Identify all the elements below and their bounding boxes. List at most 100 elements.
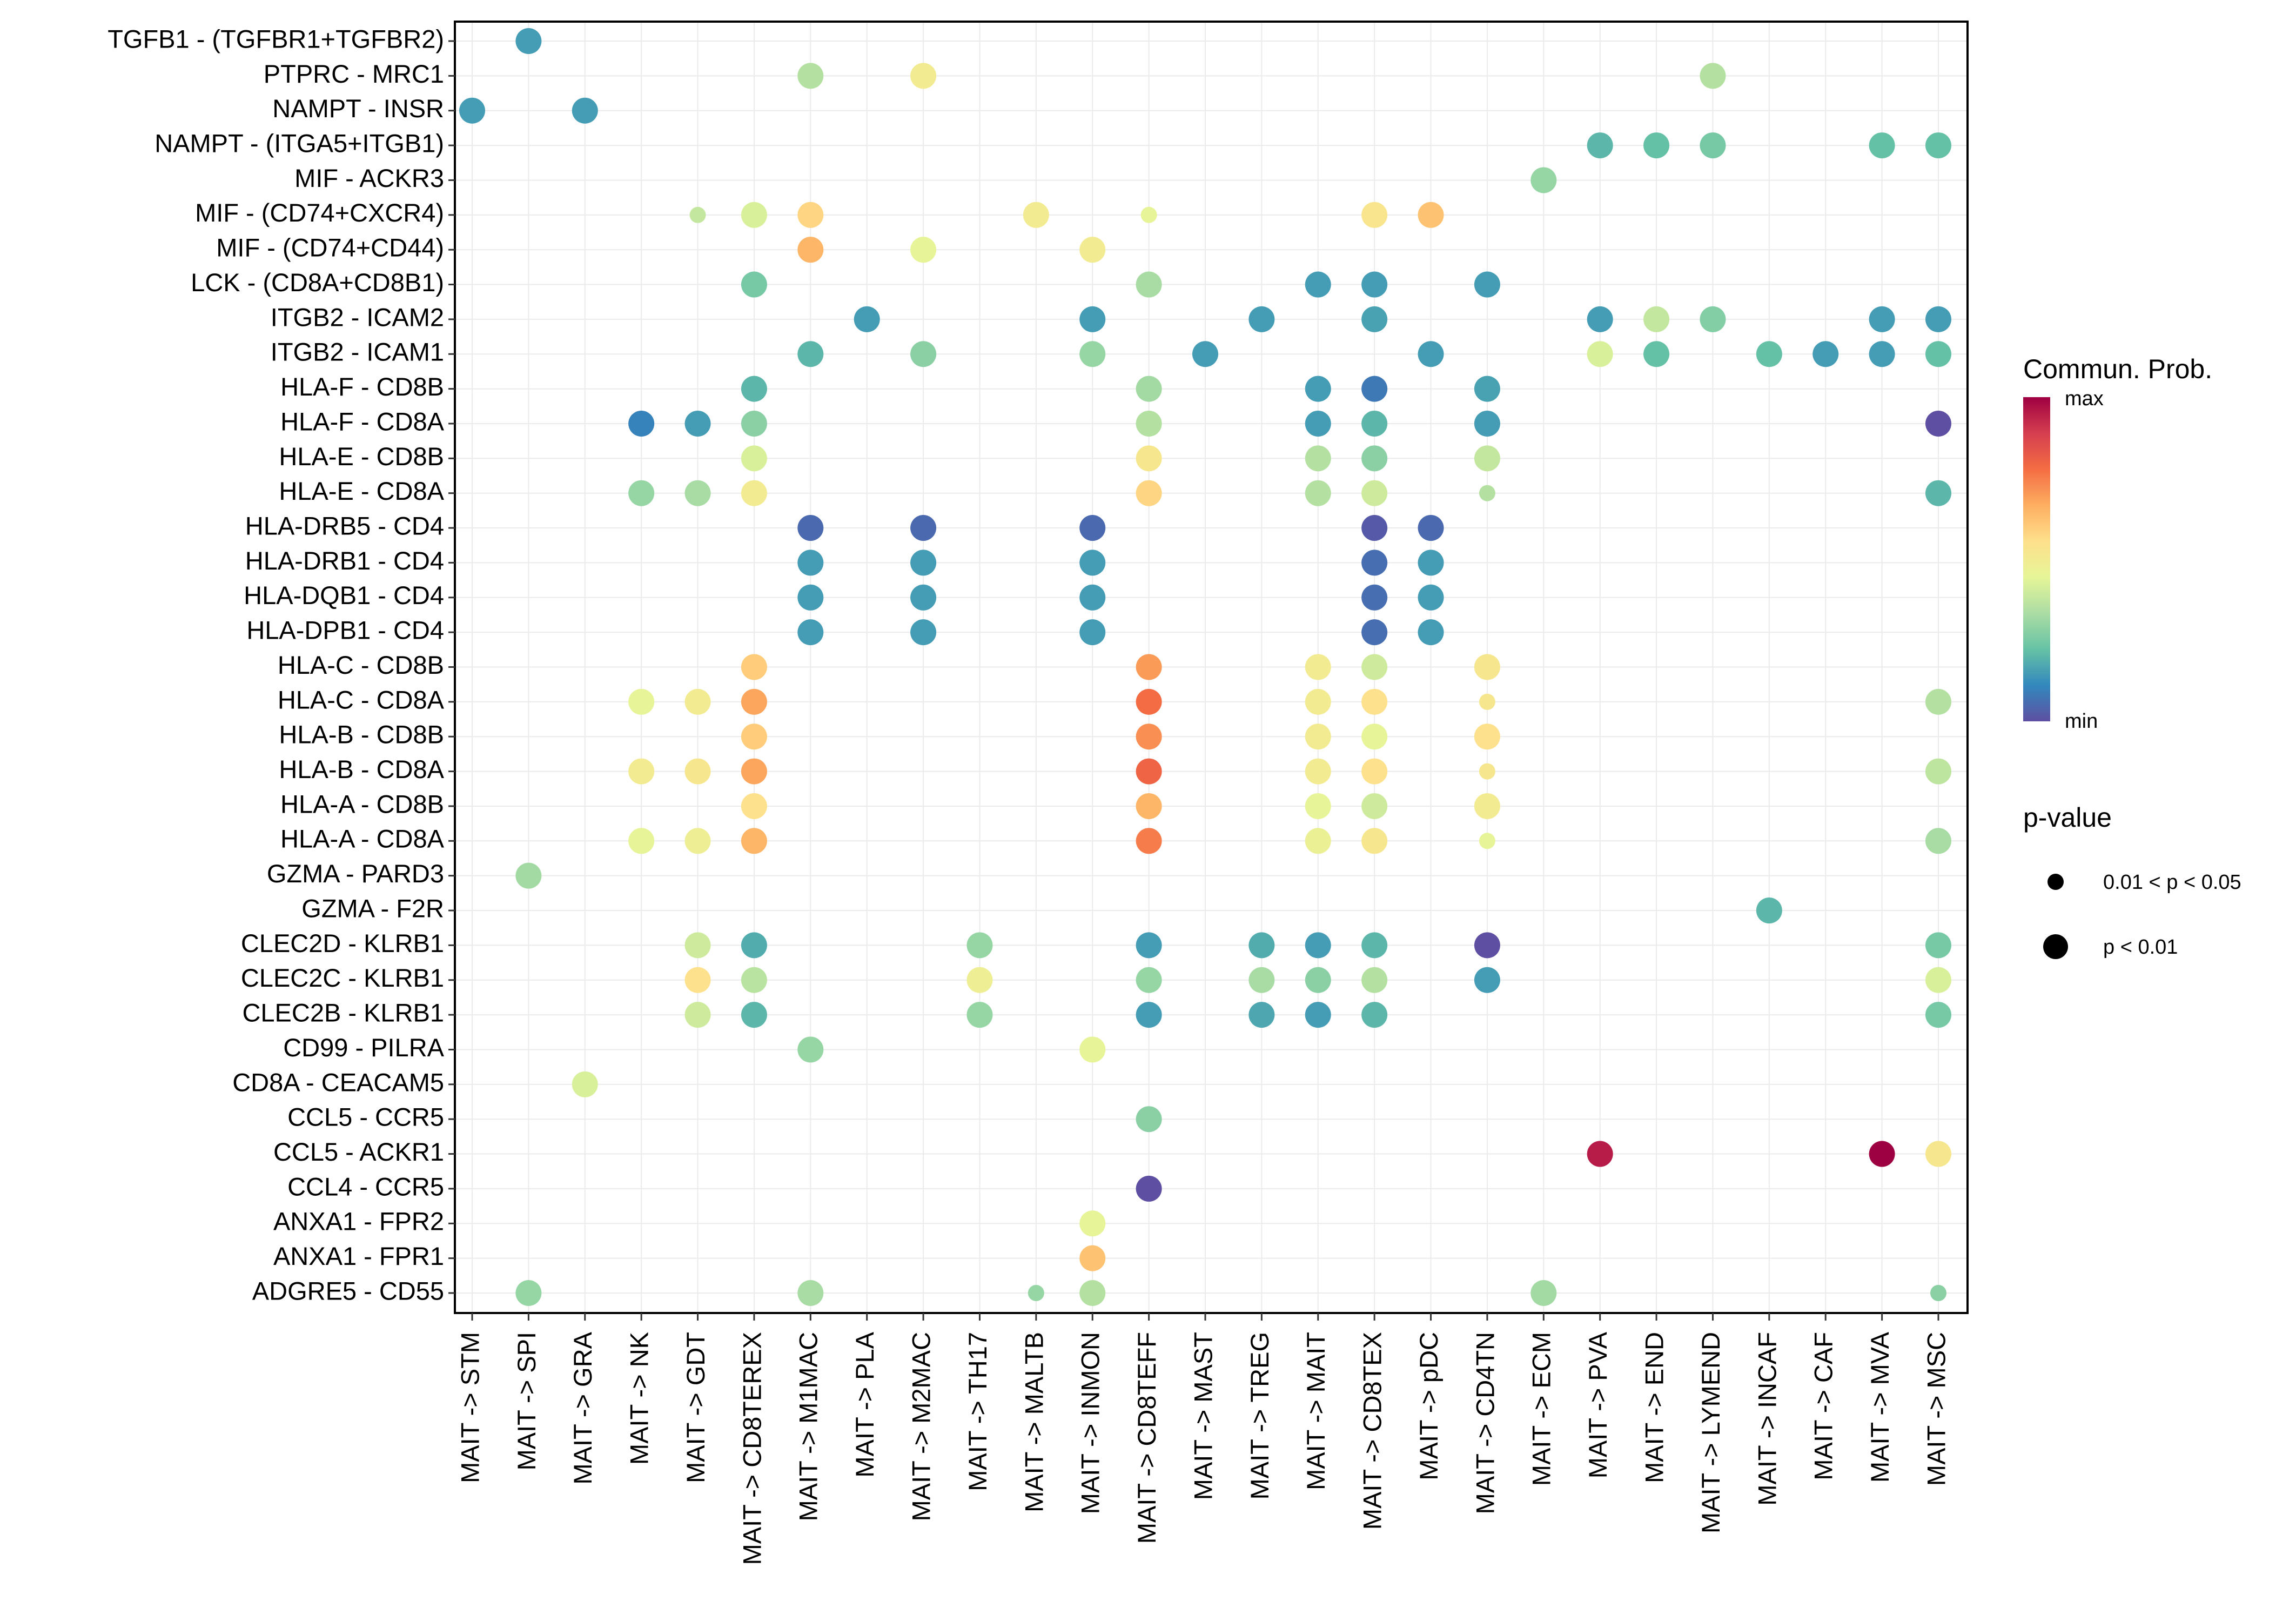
y-axis: TGFB1 - (TGFBR1+TGFBR2) PTPRC - MRC1 NAMPT… — [108, 24, 455, 1305]
x-tick-label: MAIT -> INCAF — [1753, 1332, 1781, 1506]
x-tick-label: MAIT -> ECM — [1527, 1332, 1556, 1486]
data-point — [1079, 619, 1106, 646]
data-point — [1930, 1285, 1946, 1301]
data-point — [1925, 758, 1951, 785]
data-point — [741, 376, 767, 402]
x-tick-label: MAIT -> CD8TEFF — [1132, 1332, 1161, 1544]
data-point — [1643, 341, 1670, 367]
data-point — [1192, 341, 1218, 367]
data-point — [1925, 828, 1951, 854]
data-point — [1248, 967, 1275, 993]
x-tick-label: MAIT -> STM — [455, 1332, 484, 1483]
data-point — [1361, 202, 1388, 228]
data-point — [1756, 897, 1782, 924]
data-point — [741, 410, 767, 437]
colorbar — [2023, 397, 2050, 721]
data-point — [854, 306, 880, 332]
y-tick-label: NAMPT - (ITGA5+ITGB1) — [155, 129, 444, 158]
y-tick-label: HLA-F - CD8A — [280, 407, 445, 436]
data-point — [1079, 584, 1106, 611]
y-tick-label: NAMPT - INSR — [272, 94, 444, 123]
data-point — [1248, 932, 1275, 959]
color-legend-title: Commun. Prob. — [2023, 354, 2212, 384]
data-point — [1361, 724, 1388, 750]
y-tick-label: HLA-B - CD8A — [279, 755, 444, 783]
data-point — [1700, 306, 1726, 332]
data-point — [1361, 967, 1388, 993]
data-point — [1812, 341, 1839, 367]
data-point — [741, 1002, 767, 1028]
data-point — [1587, 1141, 1613, 1167]
data-point — [797, 550, 824, 576]
x-tick-label: MAIT -> MALTB — [1019, 1332, 1048, 1512]
data-point — [1079, 515, 1106, 541]
x-tick-label: MAIT -> LYMEND — [1696, 1332, 1725, 1533]
data-point — [1418, 202, 1444, 228]
data-point — [1140, 206, 1157, 223]
y-tick-label: GZMA - PARD3 — [267, 859, 444, 888]
x-tick-label: MAIT -> CD8TEREX — [737, 1332, 766, 1565]
data-point — [1756, 341, 1782, 367]
data-point — [1079, 550, 1106, 576]
data-point — [1136, 654, 1162, 680]
data-point — [797, 63, 824, 89]
x-tick-label: MAIT -> TREG — [1245, 1332, 1274, 1499]
x-tick-label: MAIT -> M1MAC — [794, 1332, 823, 1521]
y-tick-label: HLA-DQB1 - CD4 — [244, 581, 444, 609]
data-point — [1136, 793, 1162, 819]
x-tick-label: MAIT -> PVA — [1583, 1331, 1612, 1478]
data-point — [1136, 410, 1162, 437]
data-point — [459, 97, 485, 124]
data-point — [1136, 1175, 1162, 1202]
data-point — [1925, 1002, 1951, 1028]
x-tick-label: MAIT -> NK — [625, 1332, 654, 1465]
x-tick-label: MAIT -> CD8TEX — [1358, 1332, 1387, 1530]
x-tick-label: MAIT -> END — [1640, 1332, 1668, 1483]
data-point — [1305, 1002, 1331, 1028]
data-point — [1136, 445, 1162, 472]
data-point — [1925, 341, 1951, 367]
data-point — [1869, 132, 1895, 159]
data-point — [1479, 833, 1495, 849]
y-tick-label: HLA-C - CD8A — [278, 685, 445, 714]
data-point — [1361, 654, 1388, 680]
y-tick-label: HLA-DPB1 - CD4 — [246, 616, 444, 645]
data-point — [1136, 1106, 1162, 1133]
size-legend-small-dot — [2047, 874, 2064, 890]
colorbar-max-label: max — [2065, 387, 2104, 410]
data-point — [515, 862, 542, 889]
data-point — [1643, 306, 1670, 332]
data-point — [910, 341, 937, 367]
data-point — [1136, 376, 1162, 402]
data-point — [1079, 341, 1106, 367]
data-point — [1361, 550, 1388, 576]
y-tick-label: CLEC2C - KLRB1 — [241, 963, 444, 992]
data-point — [1305, 688, 1331, 715]
data-point — [741, 793, 767, 819]
data-point — [1023, 202, 1049, 228]
data-point — [1474, 445, 1500, 472]
x-tick-label: MAIT -> GRA — [568, 1331, 597, 1484]
data-point — [1079, 1280, 1106, 1306]
data-point — [797, 202, 824, 228]
y-tick-label: LCK - (CD8A+CD8B1) — [191, 268, 444, 297]
size-legend-large-dot — [2043, 934, 2068, 959]
data-point — [628, 410, 655, 437]
data-point — [1079, 237, 1106, 263]
data-point — [1361, 480, 1388, 506]
data-point — [1361, 271, 1388, 298]
size-legend: p-value 0.01 < p < 0.05 p < 0.01 — [2023, 802, 2241, 959]
data-point — [966, 967, 993, 993]
y-tick-label: HLA-A - CD8A — [280, 825, 445, 853]
x-tick-label: MAIT -> INMON — [1076, 1332, 1105, 1514]
data-point — [1700, 132, 1726, 159]
data-point — [1474, 654, 1500, 680]
y-tick-label: ANXA1 - FPR2 — [273, 1207, 444, 1236]
data-point — [1925, 480, 1951, 506]
data-point — [1305, 654, 1331, 680]
points-layer — [459, 28, 1951, 1306]
data-point — [1700, 63, 1726, 89]
data-point — [1530, 167, 1557, 193]
data-point — [628, 480, 655, 506]
